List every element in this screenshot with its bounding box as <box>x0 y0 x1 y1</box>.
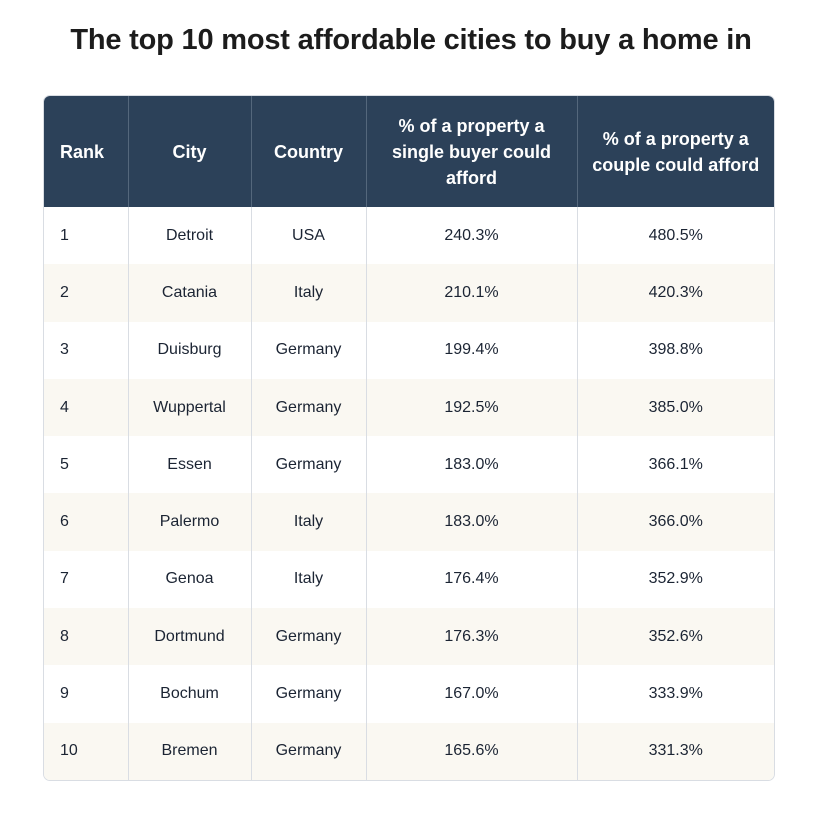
city-cell: Catania <box>127 264 251 322</box>
rank-cell: 7 <box>60 570 69 588</box>
rank-cell: 5 <box>60 455 69 473</box>
couple-cell: 480.5% <box>576 207 774 265</box>
country-cell: Germany <box>250 608 366 666</box>
table-header: Rank City Country % of a property a sing… <box>44 96 774 207</box>
couple-cell: 398.8% <box>576 321 774 379</box>
city-cell: Wuppertal <box>127 378 251 437</box>
header-rank: Rank <box>44 96 128 207</box>
single-buyer-cell: 240.3% <box>365 207 577 265</box>
country-cell: Italy <box>250 264 366 322</box>
table-row: 3 Duisburg Germany 199.4% 398.8% <box>44 321 774 379</box>
couple-cell: 333.9% <box>576 665 774 723</box>
couple-cell: 352.6% <box>576 608 774 666</box>
header-couple: % of a property a couple could afford <box>576 96 774 207</box>
rank-cell: 1 <box>60 226 69 244</box>
city-cell: Bochum <box>127 665 251 723</box>
couple-cell: 352.9% <box>576 550 774 609</box>
country-cell: Italy <box>250 493 366 551</box>
header-row: Rank City Country % of a property a sing… <box>44 96 774 207</box>
header-country: Country <box>250 96 366 207</box>
couple-cell: 331.3% <box>576 722 774 780</box>
table-row: 7 Genoa Italy 176.4% 352.9% <box>44 550 774 609</box>
rank-cell: 8 <box>44 608 128 666</box>
city-cell: Palermo <box>127 493 251 551</box>
single-buyer-cell: 192.5% <box>365 378 577 437</box>
city-cell: Detroit <box>127 207 251 265</box>
country-cell: Germany <box>250 722 366 780</box>
country-cell: Germany <box>250 436 366 494</box>
table-row: 2 Catania Italy 210.1% 420.3% <box>44 264 774 322</box>
header-single-buyer: % of a property a single buyer could aff… <box>365 96 577 207</box>
table-row: 10 Bremen Germany 165.6% 331.3% <box>44 722 774 780</box>
single-buyer-cell: 199.4% <box>365 321 577 379</box>
table-row: 8 Dortmund Germany 176.3% 352.6% <box>44 608 774 666</box>
country-cell: USA <box>250 207 366 265</box>
single-buyer-cell: 183.0% <box>365 436 577 494</box>
single-buyer-cell: 167.0% <box>365 665 577 723</box>
table-body: 1 Detroit USA 240.3% 480.5% 2 Catania Italy 210.… <box>44 207 774 780</box>
city-cell: Essen <box>127 436 251 494</box>
single-buyer-cell: 183.0% <box>365 493 577 551</box>
single-buyer-cell: 165.6% <box>365 722 577 780</box>
affordability-table: Rank City Country % of a property a sing… <box>43 95 775 781</box>
rank-cell: 2 <box>44 264 128 322</box>
single-buyer-cell: 176.3% <box>365 608 577 666</box>
country-cell: Germany <box>250 665 366 723</box>
couple-cell: 366.1% <box>576 436 774 494</box>
table-row: 9 Bochum Germany 167.0% 333.9% <box>44 665 774 723</box>
country-cell: Italy <box>250 550 366 609</box>
header-city: City <box>127 96 251 207</box>
table-row: 1 Detroit USA 240.3% 480.5% <box>44 207 774 265</box>
couple-cell: 420.3% <box>576 264 774 322</box>
country-cell: Germany <box>250 321 366 379</box>
city-cell: Bremen <box>127 722 251 780</box>
page-title: The top 10 most affordable cities to buy… <box>70 24 752 56</box>
single-buyer-cell: 210.1% <box>365 264 577 322</box>
single-buyer-cell: 176.4% <box>365 550 577 609</box>
table-row: 6 Palermo Italy 183.0% 366.0% <box>44 493 774 551</box>
couple-cell: 366.0% <box>576 493 774 551</box>
table-row: 4 Wuppertal Germany 192.5% 385.0% <box>44 378 774 437</box>
couple-cell: 385.0% <box>576 378 774 437</box>
rank-cell: 3 <box>60 341 69 359</box>
city-cell: Genoa <box>127 550 251 609</box>
city-cell: Dortmund <box>127 608 251 666</box>
table-row: 5 Essen Germany 183.0% 366.1% <box>44 436 774 494</box>
rank-cell: 6 <box>44 493 128 551</box>
rank-cell: 4 <box>44 378 128 437</box>
country-cell: Germany <box>250 378 366 437</box>
city-cell: Duisburg <box>127 321 251 379</box>
rank-cell: 10 <box>44 722 128 780</box>
rank-cell: 9 <box>60 685 69 703</box>
